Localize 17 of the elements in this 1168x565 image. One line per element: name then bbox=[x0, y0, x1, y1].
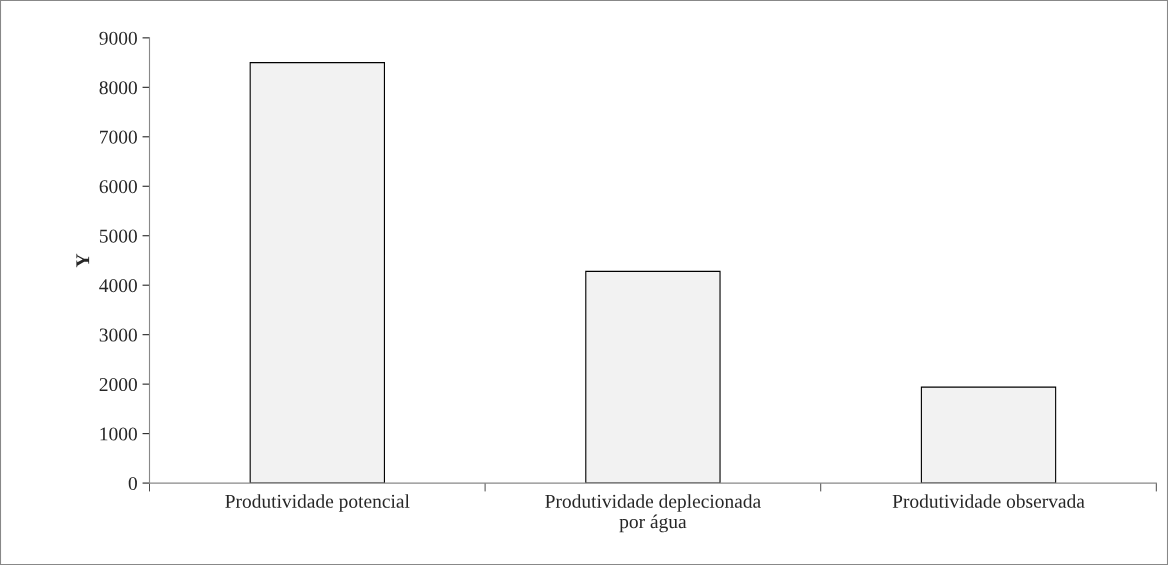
y-tick-label: 9000 bbox=[99, 31, 137, 45]
x-tick-label: Produtividade observada bbox=[892, 494, 1085, 508]
x-tick-label: Produtividade potencial bbox=[225, 494, 410, 512]
y-tick-label: 5000 bbox=[99, 229, 137, 243]
y-tick-label: 2000 bbox=[99, 377, 137, 392]
y-tick-label: 0 bbox=[128, 476, 137, 491]
y-tick-label: 1000 bbox=[100, 427, 137, 441]
x-tick-label: Produtividade deplecionada por água bbox=[545, 494, 761, 533]
y-tick-label: 4000 bbox=[99, 279, 137, 293]
y-axis-title: Y bbox=[76, 253, 90, 268]
bar bbox=[920, 386, 1057, 484]
y-tick-label: 6000 bbox=[99, 180, 137, 194]
y-tick-label: 3000 bbox=[99, 328, 137, 342]
y-tick-label: 8000 bbox=[99, 81, 137, 95]
bar bbox=[249, 62, 385, 484]
bar bbox=[585, 270, 721, 484]
y-tick-label: 7000 bbox=[100, 130, 137, 144]
